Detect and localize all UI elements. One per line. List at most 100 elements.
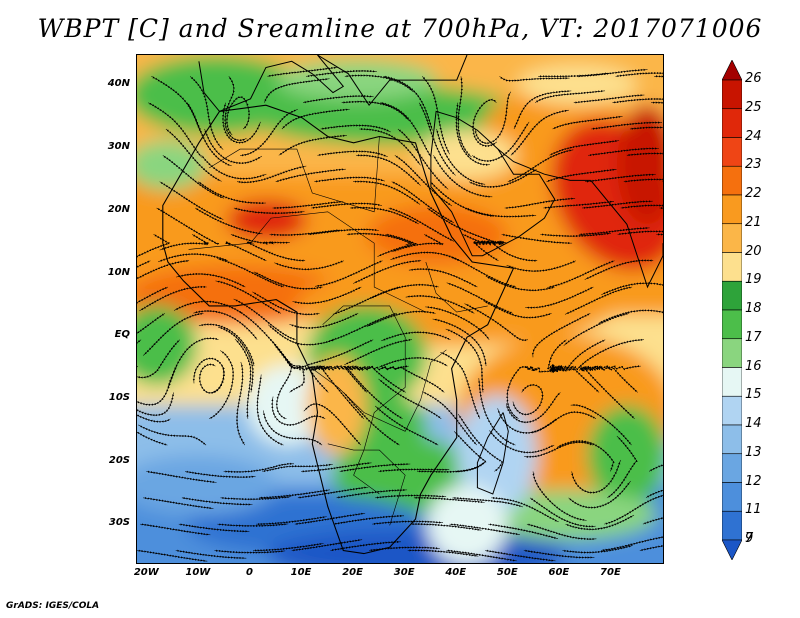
streamline [601,282,663,295]
streamline [620,204,663,209]
colorbar-label: 25 [745,99,762,115]
colorbar-label: 15 [745,387,762,403]
streamline [137,549,208,562]
colorbar-segment [722,424,742,455]
streamline [264,78,330,103]
colorbar-segment [722,165,742,196]
streamline [306,69,377,78]
streamline [138,424,207,446]
wbpt-region [517,65,637,105]
wbpt-fill [137,55,663,563]
streamline [485,549,556,562]
streamline [353,259,422,284]
streamline [214,549,286,554]
streamline [140,523,211,536]
colorbar-segment [722,194,742,225]
streamline [601,535,663,552]
streamline [546,168,617,183]
streamline [573,94,645,104]
colorbar-label: 20 [745,243,762,259]
lon-tick-label: 70E [600,567,621,578]
lat-tick-label: 10N [107,266,130,278]
streamline [157,252,228,263]
streamline [267,66,339,78]
colorbar-segment [722,482,742,512]
streamline [504,197,576,210]
colorbar-label: 9 [745,531,754,546]
streamline [534,90,605,103]
grads-credit: GrADS: IGES/COLA [6,601,100,611]
streamline [303,94,374,104]
streamline [278,134,348,156]
streamline [233,207,305,215]
streamline [375,494,447,499]
streamline [617,230,663,236]
streamline [344,365,409,371]
streamline [139,285,207,312]
wbpt-map [137,55,663,563]
streamline [333,514,405,525]
streamline [501,233,573,245]
streamline [648,463,663,472]
colorbar-label: 17 [745,329,762,345]
colorbar-segment [722,137,742,167]
streamline [549,140,620,156]
streamline [230,233,290,245]
streamline [311,202,383,209]
lon-tick-label: 50E [496,567,518,578]
colorbar-segment [722,108,742,138]
streamline [297,486,369,499]
streamline [330,540,401,552]
streamline [532,471,587,521]
streamline [626,152,663,157]
streamline [471,98,497,148]
colorbar-label: 26 [745,71,762,86]
colorbar-label: 12 [745,473,762,489]
streamline [659,206,663,210]
wbpt-region [227,200,307,240]
streamline [639,544,663,552]
colorbar-segment [722,280,742,311]
streamline [629,126,663,130]
lon-tick-label: 20W [133,567,159,578]
colorbar-segment [722,338,742,368]
streamline [320,124,391,133]
streamline [598,309,663,324]
streamline [336,488,408,499]
colorbar [722,60,742,560]
streamline [181,496,253,506]
colorbar-segment [722,79,742,110]
streamline [645,488,663,499]
streamline [189,76,224,150]
lat-tick-label: 10S [108,391,130,403]
colorbar-segment [722,510,742,541]
lon-tick-label: 10E [290,567,312,578]
colorbar-segment [722,395,742,426]
streamline [308,228,379,236]
colorbar-label: 14 [745,416,762,431]
streamline [585,173,656,183]
lon-tick-label: 60E [548,567,570,578]
streamline [523,549,595,559]
map-panel [136,54,664,564]
streamline [578,226,650,236]
chart-title: WBPT [C] and Sreamline at 700hPa, VT: 20… [37,14,763,43]
streamline [137,259,190,280]
streamlines [137,66,663,562]
streamline [571,459,621,494]
colorbar-segment [722,223,742,253]
wbpt-region [617,105,663,225]
streamline [146,470,217,484]
lon-tick-label: 40E [445,567,467,578]
streamline [552,115,623,130]
lat-tick-label: 40N [107,78,130,90]
colorbar-segment [722,367,742,397]
lat-tick-label: 20N [107,203,130,215]
colorbar-label: 22 [745,186,762,201]
streamline [642,516,663,525]
streamline [184,470,256,479]
colorbar-label: 21 [745,214,762,230]
colorbar-label: 13 [745,444,762,460]
lat-tick-label: 30N [107,141,130,153]
lon-tick-label: 20E [342,567,363,578]
